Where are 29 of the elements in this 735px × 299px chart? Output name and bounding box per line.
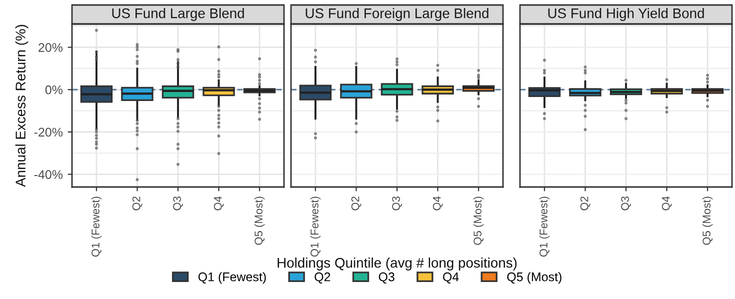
x-tick-label: Q4 xyxy=(432,196,443,210)
y-tick-label: -40% xyxy=(34,170,63,179)
y-tick-label: 20% xyxy=(38,43,63,52)
x-tick-label: Q5 (Most) xyxy=(254,196,265,245)
y-tick-label: 0% xyxy=(45,85,63,94)
y-tick-label: -20% xyxy=(34,128,63,137)
x-tick-label: Q2 xyxy=(132,196,142,210)
chart-title: US Fund Large Blend xyxy=(112,8,244,21)
x-tick-label: Q3 xyxy=(621,196,631,210)
x-tick-label: Q1 (Fewest) xyxy=(91,196,102,257)
legend-label: Q4 xyxy=(443,272,459,284)
x-tick-label: Q2 xyxy=(351,196,362,210)
x-tick-label: Q5 (Most) xyxy=(702,196,713,245)
x-tick-label: Q4 xyxy=(214,196,224,210)
legend-label: Q2 xyxy=(314,272,330,284)
legend-label: Q5 (Most) xyxy=(507,272,562,284)
x-tick-label: Q2 xyxy=(580,196,590,210)
x-tick-label: Q1 (Fewest) xyxy=(539,196,550,257)
x-tick-label: Q3 xyxy=(173,196,183,210)
y-axis-title: Annual Excess Return (%) xyxy=(15,24,28,187)
legend-label: Q3 xyxy=(378,272,394,284)
x-tick-label: Q4 xyxy=(662,196,672,210)
x-axis-title: Holdings Quintile (avg # long positions) xyxy=(278,258,517,270)
x-tick-label: Q5 (Most) xyxy=(473,196,484,245)
legend-label: Q1 (Fewest) xyxy=(198,272,266,284)
chart-title: US Fund High Yield Bond xyxy=(548,8,704,21)
x-tick-label: Q1 (Fewest) xyxy=(310,196,321,257)
chart-title: US Fund Foreign Large Blend xyxy=(306,8,488,21)
x-tick-label: Q3 xyxy=(392,196,402,210)
